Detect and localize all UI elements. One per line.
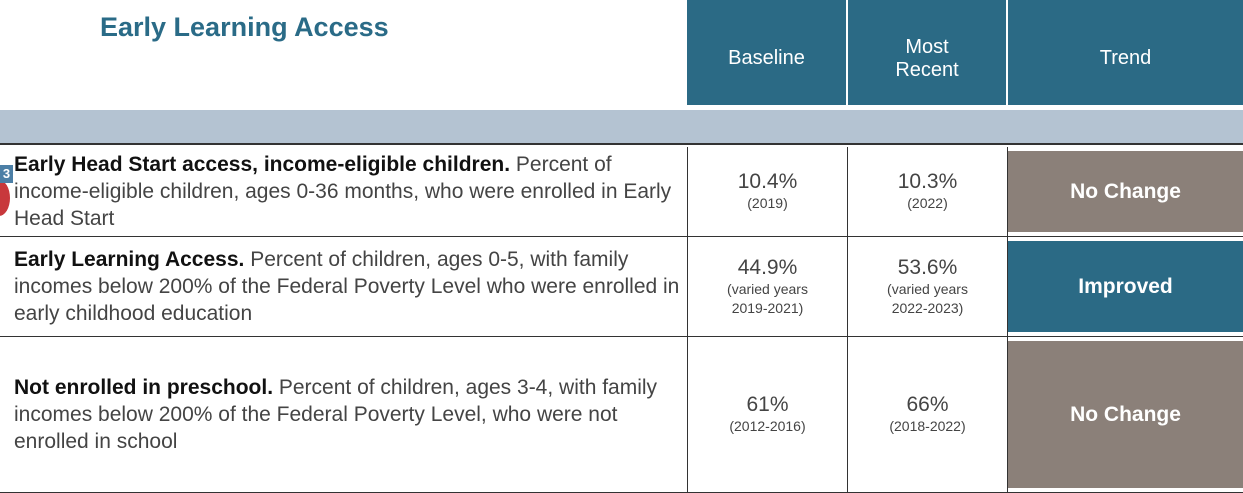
baseline-value: 44.9% bbox=[737, 256, 798, 280]
recent-year: (2022) bbox=[907, 195, 948, 212]
marker-dot bbox=[0, 180, 10, 216]
table-row: Not enrolled in preschool. Percent of ch… bbox=[0, 337, 1243, 493]
recent-value: 53.6% bbox=[897, 256, 958, 280]
section-band bbox=[0, 110, 1243, 145]
indicator: Early Head Start access, income-eligible… bbox=[14, 147, 684, 236]
indicator-title: Not enrolled in preschool. bbox=[14, 375, 274, 399]
column-divider bbox=[1007, 147, 1008, 236]
table-row: Early Head Start access, income-eligible… bbox=[0, 147, 1243, 237]
indicator: Not enrolled in preschool. Percent of ch… bbox=[14, 337, 684, 492]
title: Early Learning Access bbox=[100, 12, 389, 42]
trend-badge: No Change bbox=[1008, 341, 1243, 488]
trend-badge: Improved bbox=[1008, 241, 1243, 332]
indicator-text: Early Head Start access, income-eligible… bbox=[14, 151, 684, 233]
indicator-description: Percent of children, ages 0-5, with fami… bbox=[14, 247, 680, 326]
indicator-title: Early Head Start access, income-eligible… bbox=[14, 152, 511, 176]
baseline-cell: 61% (2012-2016) bbox=[687, 337, 847, 492]
table-row: Early Learning Access. Percent of childr… bbox=[0, 237, 1243, 337]
indicator: Early Learning Access. Percent of childr… bbox=[14, 237, 684, 336]
recent-value: 66% bbox=[906, 393, 949, 417]
recent-year: (2018-2022) bbox=[889, 418, 966, 435]
recent-value: 10.3% bbox=[897, 170, 958, 194]
column-divider bbox=[1007, 237, 1008, 336]
indicator-text: Not enrolled in preschool. Percent of ch… bbox=[14, 374, 684, 456]
baseline-value: 10.4% bbox=[737, 170, 798, 194]
indicator-description: Percent of income-eligible children, age… bbox=[14, 152, 672, 231]
column-header: Baseline bbox=[687, 0, 846, 105]
baseline-cell: 10.4% (2019) bbox=[687, 147, 847, 236]
recent-year: (varied years 2022-2023) bbox=[887, 281, 968, 316]
column-header: Trend bbox=[1008, 0, 1243, 105]
baseline-year: (2012-2016) bbox=[729, 418, 806, 435]
column-divider bbox=[1007, 337, 1008, 492]
baseline-cell: 44.9% (varied years 2019-2021) bbox=[687, 237, 847, 336]
baseline-value: 61% bbox=[746, 393, 789, 417]
indicator-title: Early Learning Access. bbox=[14, 247, 245, 271]
column-header: Most Recent bbox=[848, 0, 1006, 105]
baseline-year: (2019) bbox=[747, 195, 788, 212]
recent-cell: 53.6% (varied years 2022-2023) bbox=[847, 237, 1007, 336]
recent-cell: 66% (2018-2022) bbox=[847, 337, 1007, 492]
badge: 3 bbox=[0, 165, 13, 183]
indicator-description: Percent of children, ages 3-4, with fami… bbox=[14, 375, 658, 454]
baseline-year: (varied years 2019-2021) bbox=[727, 281, 808, 316]
trend-badge: No Change bbox=[1008, 151, 1243, 232]
indicator-text: Early Learning Access. Percent of childr… bbox=[14, 246, 684, 328]
recent-cell: 10.3% (2022) bbox=[847, 147, 1007, 236]
